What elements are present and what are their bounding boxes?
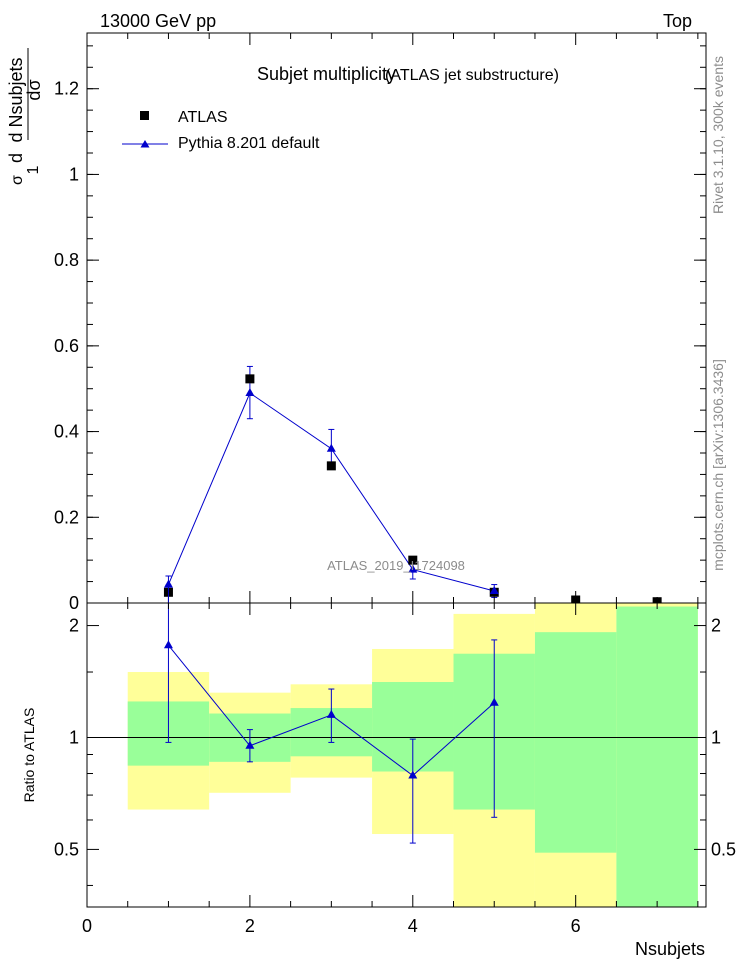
analysis-watermark: ATLAS_2019_I1724098 xyxy=(327,558,465,573)
ylabel-sigma: σ xyxy=(9,175,26,185)
main-panel: 0 0.2 0.4 0.6 0.8 1 1.2 Subjet multiplicity (A… xyxy=(6,32,707,613)
ratio-band-green xyxy=(616,606,698,907)
ylabel-one-over: 1 xyxy=(25,165,42,174)
header-process-label: Top xyxy=(663,11,692,31)
chart-title: Subjet multiplicity xyxy=(257,64,396,84)
main-ytick-label: 1 xyxy=(69,164,79,184)
ratio-panel: 0.5 0.5 1 1 2 2 0 2 4 6 Ratio to ATLAS Nsubjets xyxy=(21,584,736,959)
ratio-point xyxy=(489,697,499,706)
ratio-ytick-label-left: 1 xyxy=(69,727,79,747)
ratio-ytick-label-left: 0.5 xyxy=(54,839,79,859)
ratio-point xyxy=(163,640,173,649)
pythia-point xyxy=(408,564,418,573)
header-energy-label: 13000 GeV pp xyxy=(100,11,216,31)
main-ytick-label: 0.2 xyxy=(54,507,79,527)
main-ytick-label: 0.4 xyxy=(54,422,79,442)
ratio-point xyxy=(326,709,336,718)
pythia-point xyxy=(489,586,499,594)
ratio-ytick-label-right: 0.5 xyxy=(711,839,736,859)
main-ytick-label: 0 xyxy=(69,593,79,613)
main-ytick-label: 0.8 xyxy=(54,250,79,270)
ylabel-dsigma: dσ xyxy=(24,79,44,100)
legend-atlas-marker xyxy=(140,111,149,120)
legend-atlas-label: ATLAS xyxy=(178,109,228,126)
chart-subtitle: (ATLAS jet substructure) xyxy=(385,67,559,84)
atlas-point xyxy=(245,374,255,384)
ylabel-dnsubjets: d Nsubjets xyxy=(6,57,26,142)
mcplots-label: mcplots.cern.ch [arXiv:1306.3436] xyxy=(710,359,726,571)
ratio-band-green xyxy=(534,632,617,853)
pythia-point xyxy=(326,443,336,452)
xtick-label: 4 xyxy=(408,916,418,936)
ratio-point xyxy=(245,740,255,749)
ratio-ytick-label-right: 1 xyxy=(711,727,721,747)
legend-pythia-marker xyxy=(140,140,150,148)
rivet-label: Rivet 3.1.10, 300k events xyxy=(710,56,726,214)
ratio-point xyxy=(408,770,418,779)
main-ytick-label: 1.2 xyxy=(54,79,79,99)
xtick-label: 2 xyxy=(245,916,255,936)
main-ylabel: dσ d Nsubjets d 1 σ xyxy=(6,48,44,185)
ylabel-inv-sigma: d xyxy=(6,153,26,163)
legend-pythia-label: Pythia 8.201 default xyxy=(178,135,320,152)
ratio-ytick-label-left: 2 xyxy=(69,616,79,636)
ratio-ytick-label-right: 2 xyxy=(711,616,721,636)
pythia-point xyxy=(245,388,255,396)
xtick-label: 0 xyxy=(82,916,92,936)
main-ytick-label: 0.6 xyxy=(54,336,79,356)
xtick-label: 6 xyxy=(571,916,581,936)
legend: ATLAS Pythia 8.201 default xyxy=(122,109,320,152)
atlas-point xyxy=(326,461,336,471)
x-axis-label: Nsubjets xyxy=(635,939,705,959)
ratio-ylabel: Ratio to ATLAS xyxy=(21,708,37,803)
atlas-point xyxy=(408,555,418,565)
